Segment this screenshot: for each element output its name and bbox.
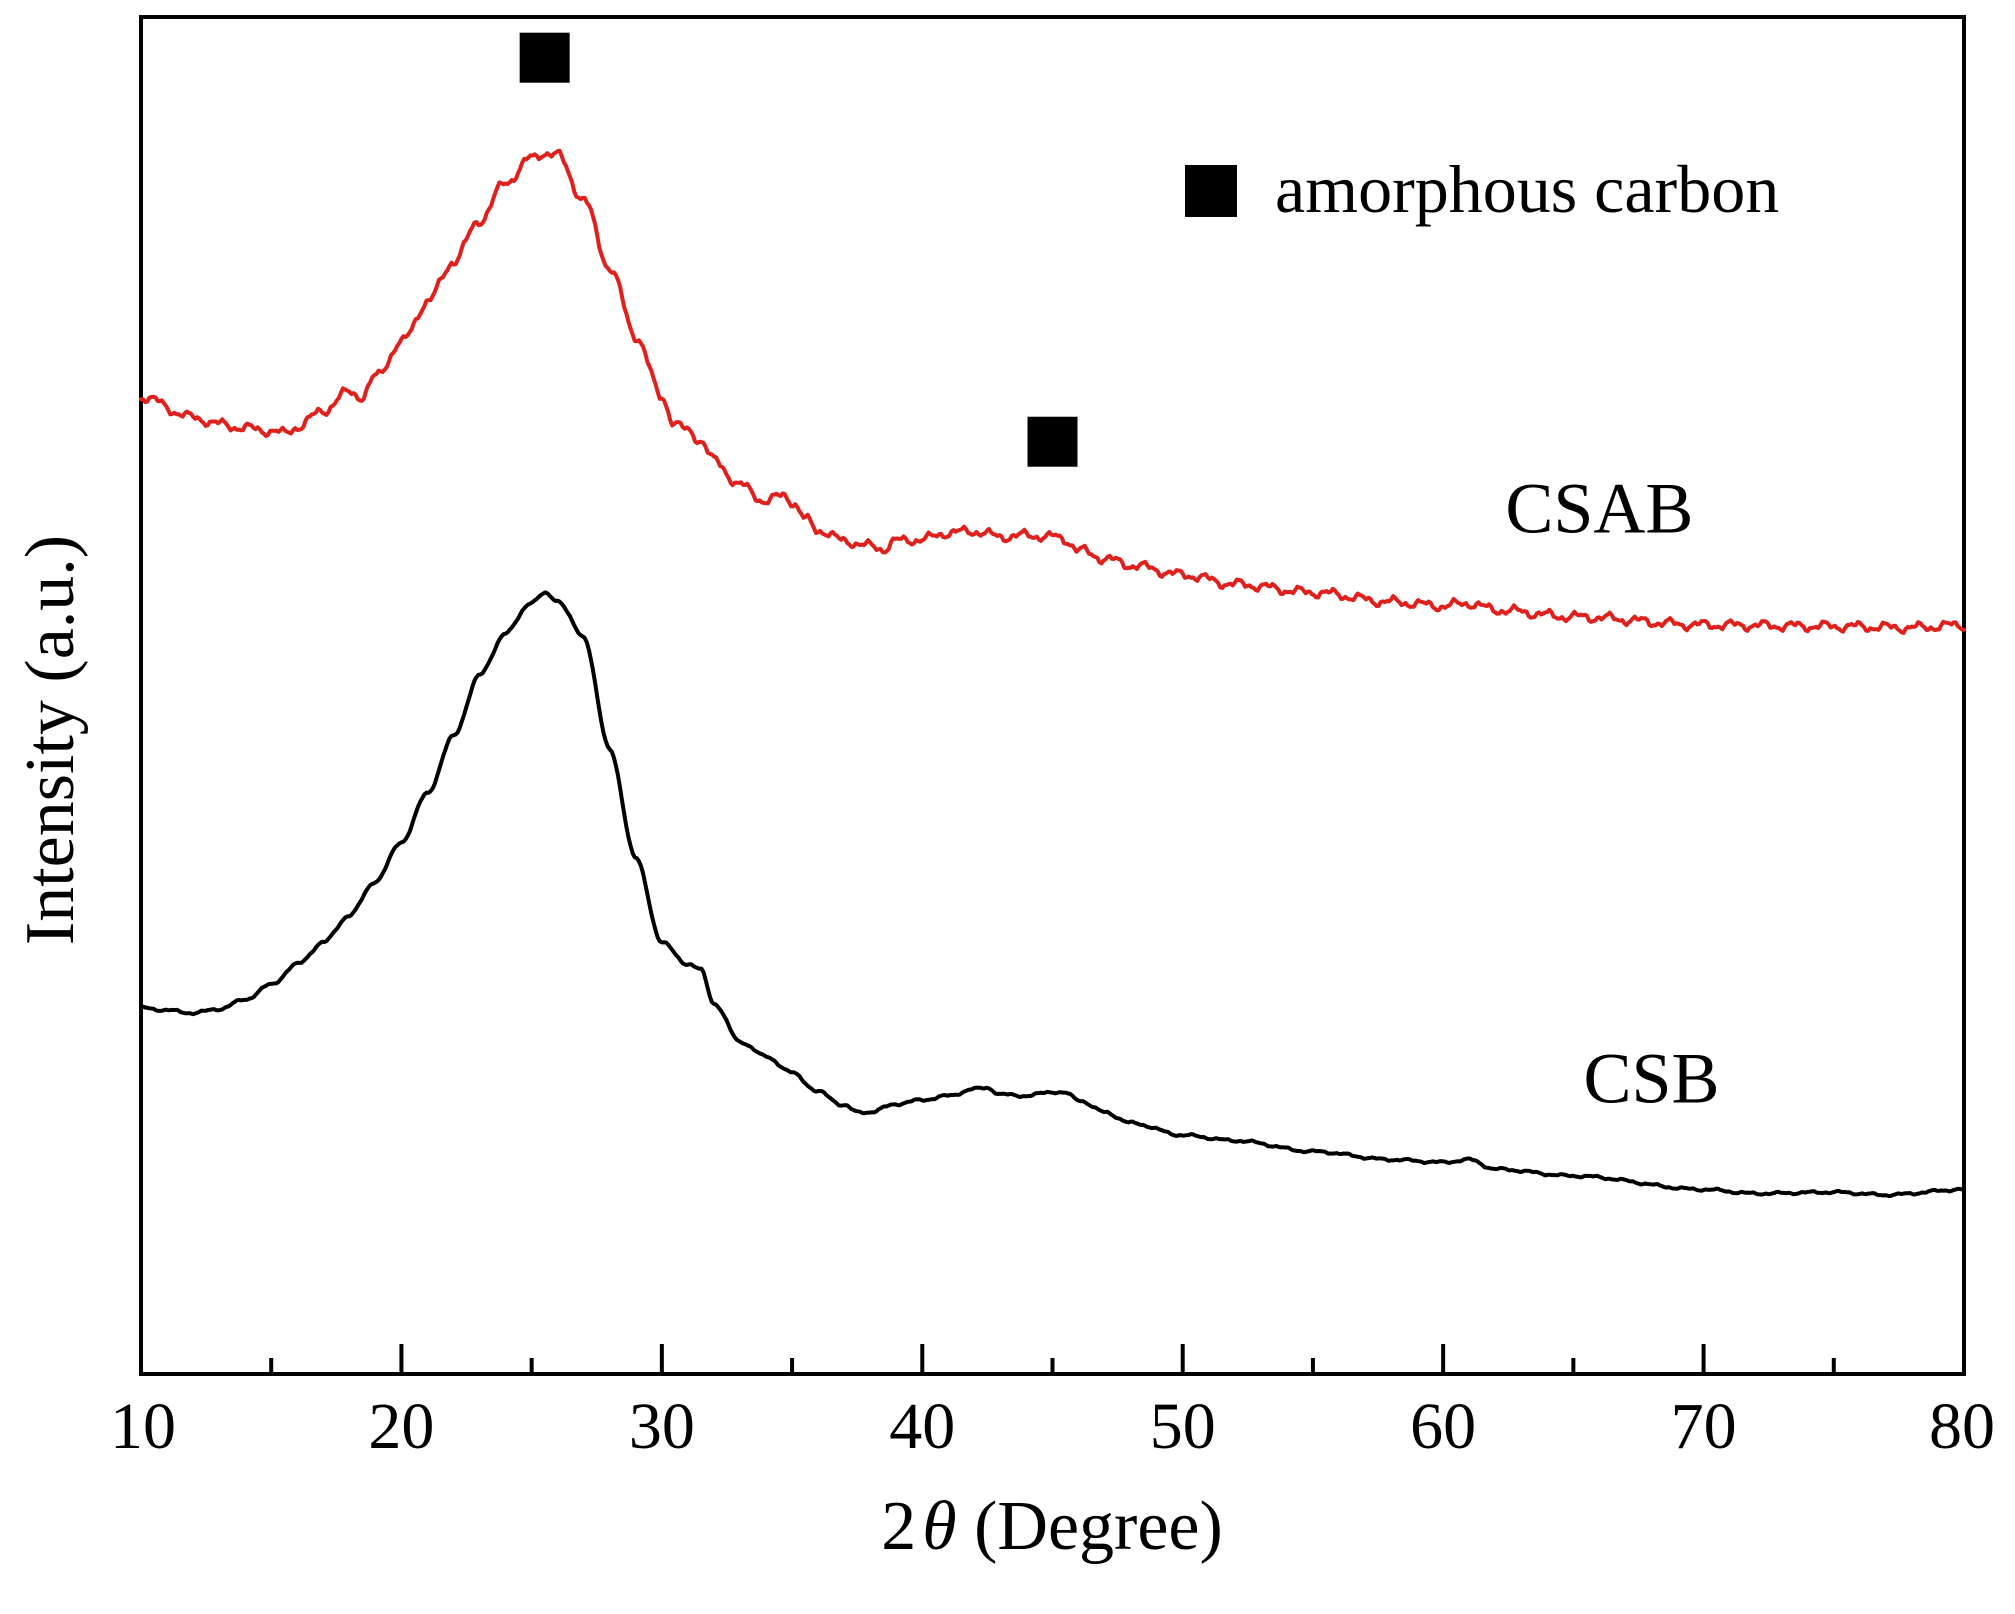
series-line-csb bbox=[139, 590, 1966, 1199]
legend-label-amorphous-carbon: amorphous carbon bbox=[1275, 151, 1779, 227]
peak-marker-layer bbox=[519, 32, 1078, 467]
x-axis-tick-labels: 10 20 30 40 50 60 70 80 bbox=[110, 1390, 1995, 1463]
x-tick-label-10: 10 bbox=[110, 1390, 176, 1463]
series-labels: CSAB CSB bbox=[1505, 469, 1719, 1119]
legend: amorphous carbon bbox=[1185, 151, 1779, 227]
series-line-csab bbox=[139, 148, 1966, 635]
x-tick-label-30: 30 bbox=[629, 1390, 695, 1463]
x-axis-label-suffix: (Degree) bbox=[957, 1488, 1223, 1565]
x-tick-label-70: 70 bbox=[1671, 1390, 1737, 1463]
x-axis-label-prefix: 2 bbox=[881, 1488, 916, 1565]
x-tick-label-50: 50 bbox=[1150, 1390, 1216, 1463]
x-tick-label-40: 40 bbox=[889, 1390, 955, 1463]
x-axis-ticks bbox=[139, 1344, 1966, 1374]
series-layer bbox=[139, 148, 1966, 1199]
x-axis-label: 2θ (Degree) bbox=[881, 1488, 1223, 1565]
peak-marker-csab-2 bbox=[1027, 416, 1078, 467]
x-tick-label-80: 80 bbox=[1929, 1390, 1995, 1463]
peak-marker-csab-1 bbox=[519, 32, 570, 83]
legend-marker-square bbox=[1185, 165, 1237, 217]
y-axis-label: Intensity (a.u.) bbox=[12, 535, 89, 945]
x-tick-label-20: 20 bbox=[368, 1390, 434, 1463]
series-label-csb: CSB bbox=[1583, 1039, 1719, 1119]
x-tick-label-60: 60 bbox=[1410, 1390, 1476, 1463]
series-label-csab: CSAB bbox=[1505, 469, 1693, 549]
x-axis-label-theta: θ bbox=[922, 1488, 956, 1565]
